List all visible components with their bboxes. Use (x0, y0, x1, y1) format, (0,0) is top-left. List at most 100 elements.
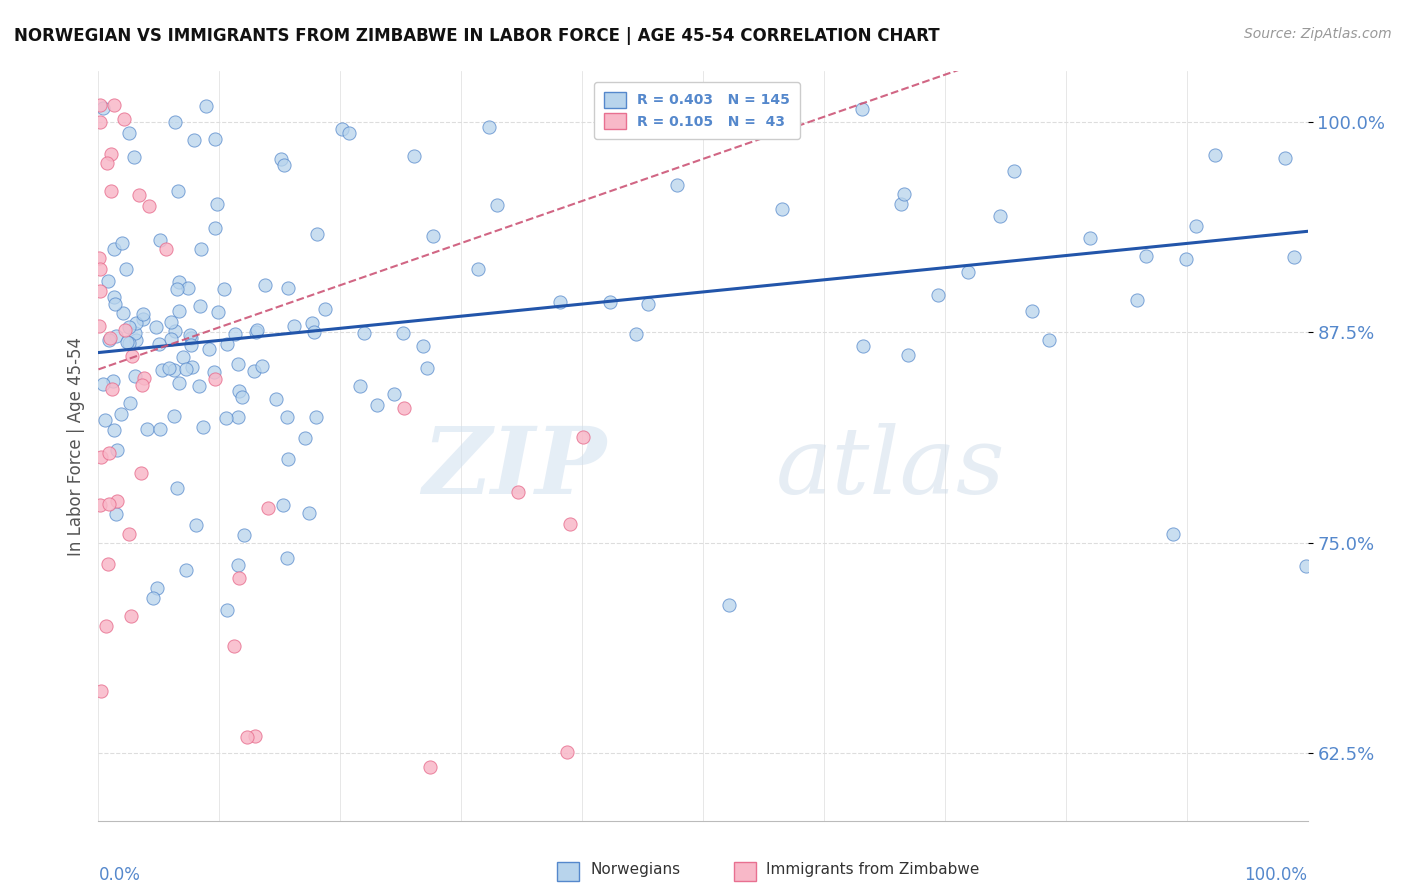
Point (264, 392, 287, 406)
Point (131, 377, 153, 392)
Point (94, 413, 117, 427)
Point (1161, 527, 1184, 541)
Point (165, 324, 187, 338)
Point (111, 235, 134, 250)
Point (159, 315, 181, 329)
Point (215, 410, 238, 425)
Point (91, 376, 114, 391)
Point (159, 332, 181, 346)
Point (202, 365, 225, 379)
Point (104, 297, 127, 311)
Point (330, 121, 353, 136)
Point (276, 410, 298, 425)
Point (212, 282, 235, 296)
Point (353, 326, 375, 341)
Point (180, 337, 202, 351)
Point (298, 506, 321, 520)
Point (118, 126, 141, 140)
Point (148, 337, 170, 351)
Point (114, 323, 136, 337)
Point (89, 261, 111, 276)
Point (166, 184, 188, 198)
Point (118, 527, 141, 541)
Y-axis label: In Labor Force | Age 45-54: In Labor Force | Age 45-54 (66, 336, 84, 556)
Point (184, 518, 207, 533)
Point (110, 407, 132, 421)
Point (467, 262, 489, 277)
Point (485, 198, 508, 212)
Point (90, 450, 112, 465)
Point (125, 333, 148, 347)
Point (134, 371, 156, 385)
Point (97, 557, 120, 571)
Point (96, 156, 118, 170)
Point (100, 185, 122, 199)
Point (183, 133, 205, 147)
Point (271, 499, 294, 513)
Point (1038, 333, 1060, 347)
Text: atlas: atlas (776, 424, 1005, 514)
Point (314, 301, 336, 316)
Point (637, 296, 659, 310)
Point (98, 333, 121, 347)
Point (422, 229, 444, 244)
Point (91, 101, 114, 115)
Point (1282, 250, 1305, 264)
Text: Norwegians: Norwegians (591, 863, 681, 877)
Point (349, 379, 371, 393)
Point (890, 197, 912, 211)
Legend: R = 0.403   N = 145, R = 0.105   N =  43: R = 0.403 N = 145, R = 0.105 N = 43 (595, 82, 800, 139)
Point (166, 282, 188, 296)
Point (852, 339, 875, 353)
Point (190, 242, 212, 256)
Point (89, 98, 111, 112)
Point (624, 326, 647, 341)
Point (246, 323, 269, 337)
Point (228, 384, 250, 399)
Point (224, 327, 246, 342)
Point (392, 401, 415, 415)
Point (124, 368, 146, 383)
Point (276, 550, 298, 565)
Point (366, 398, 388, 412)
Point (111, 306, 134, 320)
Point (89, 114, 111, 128)
Point (98, 445, 121, 459)
Point (87, 318, 110, 333)
Point (89, 284, 111, 298)
Text: NORWEGIAN VS IMMIGRANTS FROM ZIMBABWE IN LABOR FORCE | AGE 45-54 CORRELATION CHA: NORWEGIAN VS IMMIGRANTS FROM ZIMBABWE IN… (14, 27, 939, 45)
Point (100, 147, 122, 161)
Point (242, 364, 264, 378)
Point (187, 378, 209, 392)
Point (121, 349, 143, 363)
Point (120, 395, 142, 409)
Point (101, 382, 124, 396)
Point (222, 639, 245, 653)
Point (132, 307, 155, 321)
Point (96, 619, 118, 633)
Point (174, 563, 197, 577)
Text: Immigrants from Zimbabwe: Immigrants from Zimbabwe (766, 863, 980, 877)
Point (666, 178, 689, 193)
Text: Source: ZipAtlas.com: Source: ZipAtlas.com (1244, 27, 1392, 41)
Point (236, 730, 259, 744)
Point (558, 516, 581, 531)
Point (283, 319, 305, 334)
Point (112, 112, 135, 126)
Point (718, 598, 741, 612)
Point (163, 363, 186, 377)
Point (392, 326, 415, 340)
Point (419, 760, 441, 774)
Point (118, 336, 141, 351)
Point (89, 498, 111, 512)
Point (97, 274, 120, 288)
Point (167, 275, 190, 289)
Point (174, 362, 197, 376)
Point (304, 409, 326, 424)
Point (478, 120, 501, 135)
Point (89, 251, 111, 265)
Point (132, 312, 155, 326)
Point (337, 126, 360, 140)
Point (307, 227, 329, 242)
Text: 100.0%: 100.0% (1244, 865, 1308, 884)
